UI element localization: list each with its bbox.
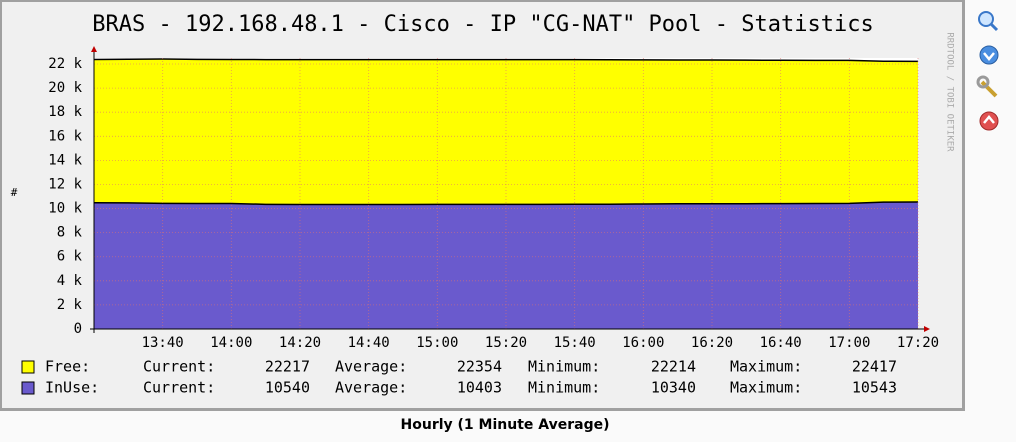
stat-value: 22354 [457, 358, 502, 376]
stat-value: 10543 [852, 379, 897, 397]
y-tick-label: 12 k [48, 176, 82, 192]
stat-label: Average: [335, 358, 407, 376]
upload-icon[interactable] [979, 111, 999, 131]
x-tick-label: 14:20 [279, 335, 321, 351]
stat-value: 22217 [265, 358, 310, 376]
stat-label: Maximum: [730, 358, 802, 376]
line [93, 201, 919, 206]
download-icon[interactable] [979, 45, 999, 65]
y-tick-label: 14 k [48, 152, 82, 168]
y-tick-label: 16 k [48, 128, 82, 144]
x-tick-label: 13:40 [142, 335, 184, 351]
x-tick-label: 15:20 [485, 335, 527, 351]
stat-value: 22417 [852, 358, 897, 376]
x-tick-label: 15:00 [416, 335, 458, 351]
stat-label: Minimum: [528, 379, 600, 397]
stat-label: Minimum: [528, 358, 600, 376]
x-tick-label: 14:40 [348, 335, 390, 351]
y-tick-label: 8 k [57, 225, 83, 241]
x-tick-label: 16:00 [622, 335, 664, 351]
x-tick-label: 14:00 [210, 335, 252, 351]
legend-label: InUse: [45, 379, 99, 397]
chart-title: BRAS - 192.168.48.1 - Cisco - IP "CG-NAT… [92, 12, 873, 37]
y-tick-label: 18 k [48, 104, 82, 120]
y-tick-label: 2 k [57, 297, 83, 313]
y-axis-label: # [11, 186, 18, 199]
stat-value: 10340 [651, 379, 696, 397]
y-tick-label: 6 k [57, 249, 83, 265]
footer: Hourly (1 Minute Average) [401, 417, 610, 433]
stat-label: Average: [335, 379, 407, 397]
y-tick-label: 4 k [57, 273, 83, 289]
x-tick-label: 16:40 [760, 335, 802, 351]
x-tick-label: 16:20 [691, 335, 733, 351]
legend-swatch [21, 360, 35, 374]
axis [90, 50, 926, 333]
stat-label: Current: [143, 358, 215, 376]
legend-swatch [21, 381, 35, 395]
stat-label: Current: [143, 379, 215, 397]
settings-icon[interactable] [976, 75, 998, 98]
zoom-icon[interactable] [978, 11, 999, 32]
y-tick-label: 10 k [48, 201, 82, 217]
stat-value: 10403 [457, 379, 502, 397]
line [93, 58, 919, 63]
y-tick-label: 20 k [48, 80, 82, 96]
x-tick-label: 15:40 [554, 335, 596, 351]
x-tick-label: 17:00 [828, 335, 870, 351]
stat-value: 22214 [651, 358, 696, 376]
legend-label: Free: [45, 358, 90, 376]
x-tick-label: 17:20 [897, 335, 939, 351]
y-tick-label: 0 [74, 321, 82, 337]
stat-label: Maximum: [730, 379, 802, 397]
stat-value: 10540 [265, 379, 310, 397]
y-tick-label: 22 k [48, 56, 82, 72]
watermark: RRDTOOL / TOBI OETIKER [945, 32, 955, 152]
